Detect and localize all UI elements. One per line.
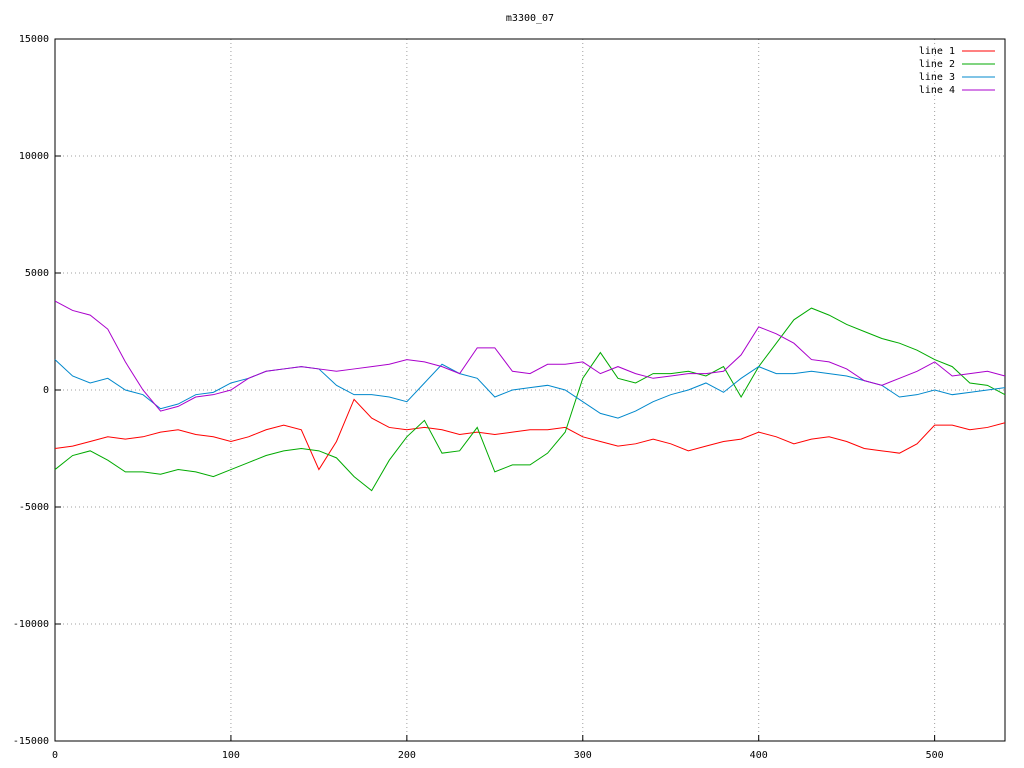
- y-tick-label: -10000: [13, 619, 49, 630]
- legend-label: line 4: [919, 85, 955, 96]
- plot-border: [54, 38, 1006, 742]
- x-tick-label: 400: [750, 750, 768, 761]
- x-tick-label: 500: [926, 750, 944, 761]
- legend-label: line 3: [919, 72, 955, 83]
- data-line: [54, 398, 1006, 471]
- data-line: [54, 359, 1006, 419]
- data-line: [54, 300, 1006, 412]
- y-tick-label: -5000: [19, 502, 49, 513]
- legend-label: line 2: [919, 59, 955, 70]
- x-tick-label: 200: [398, 750, 416, 761]
- y-tick-label: 0: [43, 385, 49, 396]
- x-tick-label: 300: [574, 750, 592, 761]
- x-tick-label: 0: [52, 750, 58, 761]
- y-tick-label: 5000: [25, 268, 49, 279]
- legend-label: line 1: [919, 46, 955, 57]
- y-tick-label: -15000: [13, 736, 49, 747]
- y-tick-label: 10000: [19, 151, 49, 162]
- x-tick-label: 100: [222, 750, 240, 761]
- data-line: [54, 307, 1006, 492]
- chart-title: m3300_07: [506, 13, 554, 24]
- y-tick-label: 15000: [19, 34, 49, 45]
